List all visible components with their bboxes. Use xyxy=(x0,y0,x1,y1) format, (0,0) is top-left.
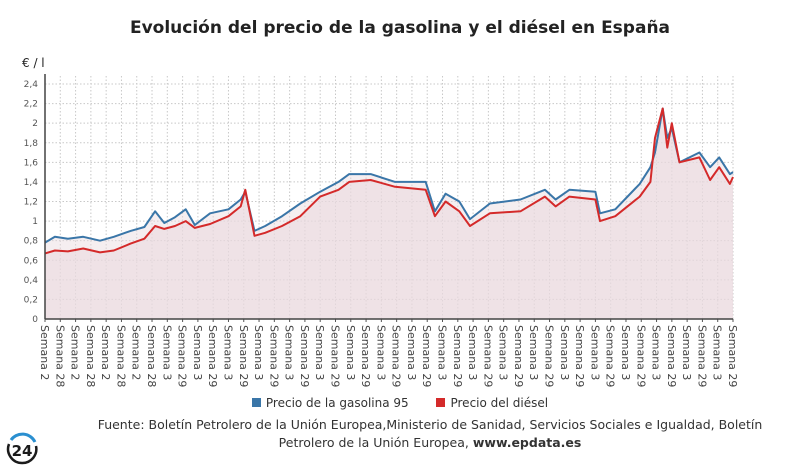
x-tick-label: Semana 29 xyxy=(267,325,280,387)
x-tick-label: Semana 29 xyxy=(573,325,586,387)
legend-item-diesel[interactable]: Precio del diésel xyxy=(436,396,548,410)
x-tick-label: Semana 29 xyxy=(604,325,617,387)
x-tick-label: Semana 29 xyxy=(665,325,678,387)
x-tick-label: Semana 29 xyxy=(512,325,525,387)
x-tick-label: Semana 29 xyxy=(237,325,250,387)
x-tick-label: Semana 29 xyxy=(543,325,556,387)
legend-label: Precio del diésel xyxy=(450,396,549,410)
chart-title: Evolución del precio de la gasolina y el… xyxy=(129,18,671,38)
x-tick-label: Semana 2 xyxy=(69,325,82,380)
source-text: Fuente: Boletín Petrolero de la Unión Eu… xyxy=(97,417,763,450)
y-axis-label: € / l xyxy=(22,56,45,70)
x-tick-label: Semana 3 xyxy=(680,325,693,380)
x-tick-label: Semana 29 xyxy=(298,325,311,387)
x-tick-label: Semana 28 xyxy=(114,325,127,387)
x-tick-label: Semana 28 xyxy=(84,325,97,387)
source-note: Fuente: Boletín Petrolero de la Unión Eu… xyxy=(90,416,770,452)
chart-canvas: € / l 00,20,40,60,811,21,41,61,822,22,4 … xyxy=(22,56,739,387)
x-tick-label: Semana 2 xyxy=(130,325,143,380)
x-tick-label: Semana 3 xyxy=(527,325,540,380)
y-tick-label: 0,2 xyxy=(24,295,38,305)
legend-swatch-blue xyxy=(251,398,261,407)
x-tick-label: Semana 3 xyxy=(374,325,387,380)
y-tick-labels: 0 0,2 0,4 0,6 0,8 1 1,2 1,4 1,6 1,8 2 2,2 2,4 xyxy=(24,80,39,325)
y-tick-label: 1,6 xyxy=(24,158,39,168)
x-tick-label: Semana 29 xyxy=(176,325,189,387)
legend-label: Precio de la gasolina 95 xyxy=(265,396,409,410)
y-tick-label: 2,2 xyxy=(24,100,38,110)
x-tick-label: Semana 29 xyxy=(328,325,341,387)
y-tick-label: 1,2 xyxy=(24,198,38,208)
x-tick-label: Semana 3 xyxy=(313,325,326,380)
x-tick-label: Semana 29 xyxy=(359,325,372,387)
x-tick-label: Semana 29 xyxy=(695,325,708,387)
x-tick-label: Semana 3 xyxy=(558,325,571,380)
y-tick-label: 0,8 xyxy=(24,237,39,247)
svg-text:24: 24 xyxy=(12,442,33,460)
x-tick-label: Semana 29 xyxy=(420,325,433,387)
x-tick-labels: Semana 2 Semana 28 Semana 2 Semana 28 Semana… xyxy=(38,325,739,387)
area-fill xyxy=(45,108,733,319)
x-tick-label: Semana 3 xyxy=(650,325,663,380)
x-tick-label: Semana 3 xyxy=(497,325,510,380)
x-tick-label: Semana 3 xyxy=(588,325,601,380)
x-tick-label: Semana 3 xyxy=(221,325,234,380)
x-tick-label: Semana 29 xyxy=(206,325,219,387)
y-tick-label: 0 xyxy=(32,315,38,325)
x-tick-label: Semana 3 xyxy=(160,325,173,380)
x-tick-label: Semana 3 xyxy=(405,325,418,380)
y-tick-label: 1,8 xyxy=(24,139,39,149)
source-link[interactable]: www.epdata.es xyxy=(472,435,582,450)
x-tick-label: Semana 3 xyxy=(466,325,479,380)
series-line-gasoline xyxy=(44,107,734,244)
x-tick-label: Semana 3 xyxy=(711,325,724,380)
x-tick-label: Semana 28 xyxy=(53,325,66,387)
y-tick-label: 1 xyxy=(32,217,38,227)
legend-item-gasoline[interactable]: Precio de la gasolina 95 xyxy=(251,396,409,410)
x-tick-label: Semana 3 xyxy=(344,325,357,380)
y-tick-label: 1,4 xyxy=(24,178,39,188)
legend-swatch-red xyxy=(436,398,446,407)
x-tick-label: Semana 29 xyxy=(481,325,494,387)
x-tick-label: Semana 3 xyxy=(283,325,296,380)
x-tick-label: Semana 2 xyxy=(99,325,112,380)
x-tick-label: Semana 3 xyxy=(619,325,632,380)
logo-24-icon: 24 xyxy=(6,432,38,465)
x-tick-label: Semana 29 xyxy=(390,325,403,387)
series-line-diesel xyxy=(44,107,734,255)
x-tick-label: Semana 29 xyxy=(634,325,647,387)
y-tick-label: 2,4 xyxy=(24,80,39,90)
series-lines xyxy=(44,107,734,255)
x-tick-label: Semana 29 xyxy=(726,325,739,387)
y-tick-label: 0,4 xyxy=(24,276,39,286)
x-tick-label: Semana 3 xyxy=(436,325,449,380)
y-tick-label: 0,6 xyxy=(24,256,39,266)
area-diesel xyxy=(45,108,733,319)
x-tick-label: Semana 28 xyxy=(145,325,158,387)
x-tick-label: Semana 3 xyxy=(252,325,265,380)
axes xyxy=(44,74,734,322)
x-tick-label: Semana 2 xyxy=(38,325,51,380)
y-tick-label: 2 xyxy=(32,119,38,129)
x-tick-label: Semana 3 xyxy=(191,325,204,380)
x-tick-label: Semana 29 xyxy=(451,325,464,387)
legend: Precio de la gasolina 95 Precio del diés… xyxy=(0,396,800,410)
